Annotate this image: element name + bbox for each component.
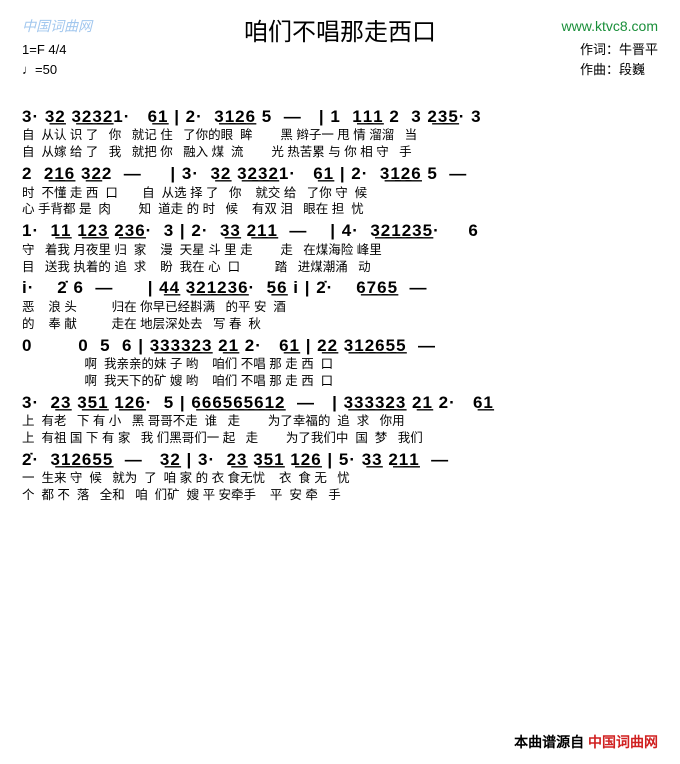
footer-label: 本曲谱源自 xyxy=(514,734,584,750)
lyrics-row-2: 啊 我天下的矿 嫂 哟 咱们 不唱 那 走 西 口 xyxy=(22,373,658,390)
notation-row: i· 2̇ 6 — | 4͟4 3͟2͟1͟2͟3͟6· 5͟6 i | 2̇·… xyxy=(22,278,658,298)
lyricist-credit: 作词：牛晋平 xyxy=(580,40,658,60)
score-line: 1· 1͟1 1͟2͟3 2͟3͟6· 3 | 2· 3͟3 2͟1͟1 — |… xyxy=(22,221,658,275)
notation-row: 1· 1͟1 1͟2͟3 2͟3͟6· 3 | 2· 3͟3 2͟1͟1 — |… xyxy=(22,221,658,241)
lyrics-row-2: 个 都 不 落 全和 咱 们矿 嫂 平 安牵手 平 安 牵 手 xyxy=(22,487,658,504)
lyrics-row-1: 守 着我 月夜里 归 家 漫 天星 斗 里 走 走 在煤海险 峰里 xyxy=(22,242,658,259)
notation-row: 2̇· 3͟1͟2͟6͟5͟5 — 3͟2 | 3· 2͟3 3͟5͟1 1͟2… xyxy=(22,450,658,470)
footer-attribution: 本曲谱源自 中国词曲网 xyxy=(514,732,658,752)
score-line: 2̇· 3͟1͟2͟6͟5͟5 — 3͟2 | 3· 2͟3 3͟5͟1 1͟2… xyxy=(22,450,658,504)
lyrics-row-2: 自 从嫁 给 了 我 就把 你 融入 煤 流 光 热苦累 与 你 相 守 手 xyxy=(22,144,658,161)
score-body: 3· 3͟2 3͟2͟3͟21· 6͟1 | 2· 3͟1͟2͟6 5 — | … xyxy=(22,107,658,504)
notation-row: 3· 2͟3 3͟5͟1 1͟2͟6· 5 | 6͟6͟6͟5͟6͟5͟6͟1͟… xyxy=(22,393,658,413)
notation-row: 3· 3͟2 3͟2͟3͟21· 6͟1 | 2· 3͟1͟2͟6 5 — | … xyxy=(22,107,658,127)
credits: 作词：牛晋平 作曲：段巍 xyxy=(580,40,658,79)
key-tempo-meta: 1=F 4/4 ♩=50 xyxy=(22,40,66,79)
notation-row: 2 2͟1͟6 3͟22 — | 3· 3͟2 3͟2͟3͟21· 6͟1 | … xyxy=(22,164,658,184)
score-line: 3· 2͟3 3͟5͟1 1͟2͟6· 5 | 6͟6͟6͟5͟6͟5͟6͟1͟… xyxy=(22,393,658,447)
score-line: 3· 3͟2 3͟2͟3͟21· 6͟1 | 2· 3͟1͟2͟6 5 — | … xyxy=(22,107,658,161)
lyrics-row-2: 心 手背都 是 肉 知 道走 的 时 候 有双 泪 眼在 担 忧 xyxy=(22,201,658,218)
footer-source: 中国词曲网 xyxy=(588,734,658,750)
source-url: www.ktvc8.com xyxy=(562,18,658,34)
notation-row: 0 0 5 6 | 3͟3͟3͟3͟2͟3 2͟1 2· 6͟1 | 2͟2 3… xyxy=(22,336,658,356)
lyrics-row-1: 啊 我亲亲的妹 子 哟 咱们 不唱 那 走 西 口 xyxy=(22,356,658,373)
lyrics-row-1: 自 从认 识 了 你 就记 住 了你的眼 眸 黑 辫子一 甩 情 溜溜 当 xyxy=(22,127,658,144)
lyrics-row-2: 上 有祖 国 下 有 家 我 们黑哥们一 起 走 为了我们中 国 梦 我们 xyxy=(22,430,658,447)
lyrics-row-1: 上 有老 下 有 小 黑 哥哥不走 谁 走 为了幸福的 追 求 你用 xyxy=(22,413,658,430)
score-line: 0 0 5 6 | 3͟3͟3͟3͟2͟3 2͟1 2· 6͟1 | 2͟2 3… xyxy=(22,336,658,390)
composer-credit: 作曲：段巍 xyxy=(580,60,658,80)
watermark-text: 中国词曲网 xyxy=(22,16,92,36)
tempo-marking: ♩=50 xyxy=(22,60,66,80)
lyrics-row-1: 时 不懂 走 西 口 自 从选 择 了 你 就交 给 了你 守 候 xyxy=(22,185,658,202)
lyrics-row-1: 一 生来 守 候 就为 了 咱 家 的 衣 食无忧 衣 食 无 忧 xyxy=(22,470,658,487)
lyrics-row-2: 目 送我 执着的 追 求 盼 我在 心 口 踏 进煤潮涌 动 xyxy=(22,259,658,276)
key-signature: 1=F 4/4 xyxy=(22,40,66,60)
lyrics-row-2: 的 奉 献 走在 地层深处去 写 春 秋 xyxy=(22,316,658,333)
score-line: i· 2̇ 6 — | 4͟4 3͟2͟1͟2͟3͟6· 5͟6 i | 2̇·… xyxy=(22,278,658,332)
lyrics-row-1: 恶 浪 头 归在 你早已经斟满 的平 安 酒 xyxy=(22,299,658,316)
score-line: 2 2͟1͟6 3͟22 — | 3· 3͟2 3͟2͟3͟21· 6͟1 | … xyxy=(22,164,658,218)
